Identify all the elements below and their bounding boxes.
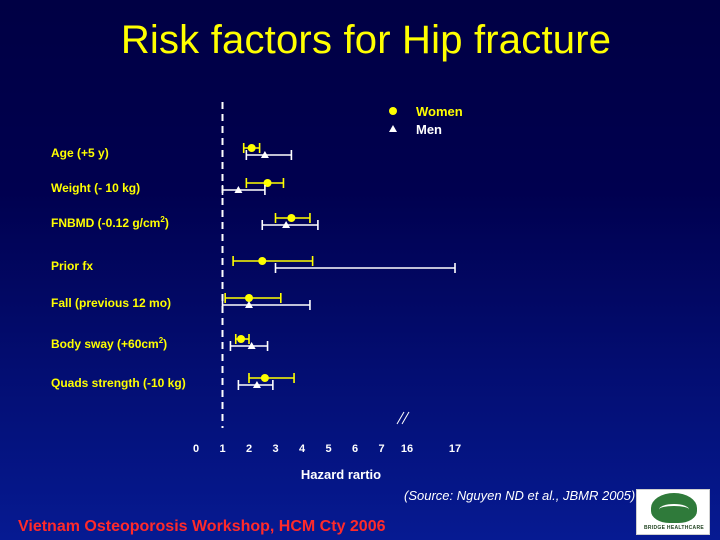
point-men xyxy=(247,342,256,349)
point-men xyxy=(282,221,291,228)
data-series xyxy=(221,143,456,390)
legend-label: Women xyxy=(416,104,463,119)
source-citation: (Source: Nguyen ND et al., JBMR 2005) xyxy=(404,488,636,503)
footer-text: Vietnam Osteoporosis Workshop, HCM Cty 2… xyxy=(18,518,386,535)
legend-marker-women xyxy=(389,107,397,115)
x-tick-label: 5 xyxy=(325,443,331,455)
point-men xyxy=(245,301,253,308)
logo-mark-icon xyxy=(651,493,697,523)
category-label: Body sway (+60cm2) xyxy=(51,336,167,351)
category-label: Quads strength (-10 kg) xyxy=(51,376,186,390)
category-label: Prior fx xyxy=(51,259,93,273)
slide-title: Risk factors for Hip fracture xyxy=(120,18,612,62)
x-axis: 0 1 2 3 4 5 6 7 16 17 Hazard rartio xyxy=(193,411,461,482)
point-men xyxy=(234,186,243,193)
point-women xyxy=(260,374,269,382)
x-tick-label: 1 xyxy=(219,443,225,455)
x-tick-label: 4 xyxy=(299,443,306,455)
x-tick-label: 7 xyxy=(378,443,384,455)
x-axis-label: Hazard rartio xyxy=(301,467,381,482)
point-men xyxy=(260,151,269,158)
x-tick-label: 3 xyxy=(272,443,278,455)
category-label: Age (+5 y) xyxy=(51,146,109,160)
point-women xyxy=(258,257,267,265)
chart-legend: Women Men xyxy=(389,104,463,137)
point-women xyxy=(237,335,246,343)
logo-text: BRIDGE HEALTHCARE xyxy=(643,525,704,531)
category-label: Weight (- 10 kg) xyxy=(51,181,140,195)
axis-break-mark xyxy=(401,411,410,425)
category-label: Fall (previous 12 mo) xyxy=(51,296,171,310)
category-labels: Age (+5 y) Weight (- 10 kg) FNBMD (-0.12 g… xyxy=(51,146,186,390)
legend-label: Men xyxy=(416,122,442,137)
x-tick-label: 16 xyxy=(401,443,413,455)
legend-marker-men xyxy=(389,125,397,132)
company-logo: BRIDGE HEALTHCARE xyxy=(636,489,710,535)
point-women xyxy=(247,144,256,152)
point-women xyxy=(287,214,296,222)
x-tick-label: 6 xyxy=(352,443,358,455)
x-tick-label: 2 xyxy=(246,443,252,455)
axis-break-mark xyxy=(396,411,405,425)
category-label: FNBMD (-0.12 g/cm2) xyxy=(51,215,169,230)
point-women xyxy=(245,294,253,302)
x-tick-label: 0 xyxy=(193,443,199,455)
point-men xyxy=(252,381,261,388)
x-tick-label: 17 xyxy=(449,443,461,455)
